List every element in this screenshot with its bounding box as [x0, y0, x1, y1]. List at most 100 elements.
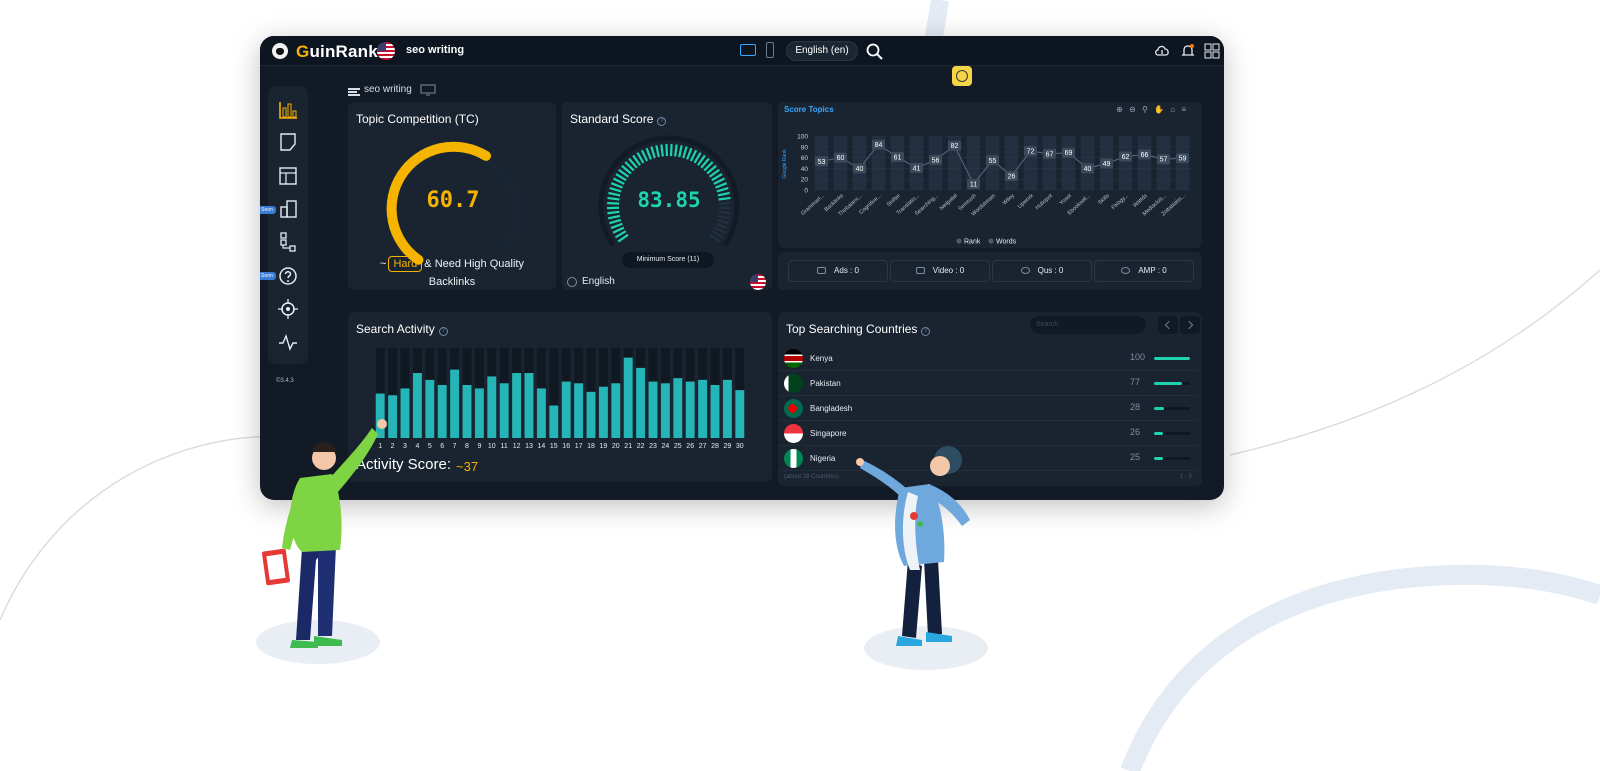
rank-data-label: 82: [951, 143, 959, 150]
us-flag-icon[interactable]: [377, 42, 395, 60]
rank-point[interactable]: [1176, 153, 1189, 164]
rank-point[interactable]: [929, 154, 942, 165]
rank-data-label: 59: [1179, 156, 1187, 163]
top-bar: GuinRank seo writing English (en): [260, 36, 1224, 66]
rank-point[interactable]: [1119, 151, 1132, 162]
activity-bar[interactable]: [673, 378, 683, 438]
rank-point[interactable]: [853, 163, 866, 174]
layout-table-icon[interactable]: [278, 166, 298, 186]
activity-bar[interactable]: [425, 379, 435, 438]
activity-bar[interactable]: [400, 388, 410, 438]
activity-bar[interactable]: [710, 384, 720, 438]
search-icon[interactable]: [864, 41, 886, 61]
activity-bar[interactable]: [598, 386, 608, 438]
activity-bar[interactable]: [375, 393, 385, 438]
activity-bar[interactable]: [462, 384, 472, 438]
bell-icon[interactable]: [1180, 43, 1196, 59]
activity-bar[interactable]: [524, 373, 534, 438]
rank-point[interactable]: [1138, 149, 1151, 160]
activity-bar[interactable]: [512, 373, 522, 438]
activity-bar[interactable]: [487, 376, 497, 438]
buildings-icon[interactable]: [278, 199, 298, 219]
rank-point[interactable]: [1024, 146, 1037, 157]
previous-page-button[interactable]: [1158, 316, 1178, 334]
day-label: 19: [600, 443, 608, 450]
apps-grid-icon[interactable]: [1204, 43, 1220, 59]
activity-bar[interactable]: [450, 369, 460, 438]
rank-point[interactable]: [986, 155, 999, 166]
rank-point[interactable]: [815, 156, 828, 167]
pulse-icon[interactable]: [278, 332, 298, 352]
help-icon[interactable]: ?: [921, 327, 931, 336]
country-row[interactable]: Bangladesh 28: [778, 396, 1198, 421]
activity-bar[interactable]: [586, 391, 596, 438]
day-label: 2: [391, 443, 395, 450]
rank-point[interactable]: [891, 152, 904, 163]
gauge-tick: [628, 157, 638, 169]
country-search-input[interactable]: Search: [1030, 316, 1146, 334]
day-label: 3: [403, 443, 407, 450]
activity-bar[interactable]: [388, 395, 398, 438]
bar-chart-icon[interactable]: [278, 100, 298, 120]
rank-point[interactable]: [1043, 148, 1056, 159]
rank-point[interactable]: [1100, 158, 1113, 169]
activity-bar[interactable]: [722, 379, 732, 438]
activity-bar[interactable]: [611, 383, 621, 438]
language-selector[interactable]: English (en): [786, 41, 858, 61]
chart-toolbar[interactable]: ⊕ ⊖ ⚲ ✋ ⌂ ≡: [1116, 105, 1188, 114]
mobile-device-icon[interactable]: [766, 42, 774, 58]
video-icon: [915, 267, 925, 274]
target-icon[interactable]: [278, 299, 298, 319]
activity-bar[interactable]: [636, 367, 646, 438]
day-label: 4: [415, 443, 419, 450]
legend-rank[interactable]: Rank: [964, 239, 981, 246]
activity-bar[interactable]: [685, 381, 695, 438]
rank-point[interactable]: [1062, 147, 1075, 158]
topic-competition-value: 60.7: [426, 188, 480, 213]
day-label: 14: [538, 443, 546, 450]
pie-chart-tab-icon[interactable]: [952, 66, 972, 86]
question-icon[interactable]: [278, 266, 298, 286]
country-row[interactable]: Nigeria 25: [778, 446, 1198, 471]
us-flag-icon: [750, 274, 766, 290]
rank-point[interactable]: [834, 152, 847, 163]
country-row[interactable]: Singapore 26: [778, 421, 1198, 446]
activity-bar[interactable]: [437, 384, 447, 438]
activity-bar[interactable]: [561, 381, 571, 438]
rank-point[interactable]: [948, 140, 961, 151]
country-row[interactable]: Kenya 100: [778, 346, 1198, 371]
rank-point[interactable]: [1157, 154, 1170, 165]
cloud-download-icon[interactable]: [1154, 43, 1170, 59]
country-name: Kenya: [810, 354, 833, 363]
rank-data-label: 67: [1046, 151, 1054, 158]
activity-bar[interactable]: [698, 379, 708, 438]
activity-bar[interactable]: [474, 388, 484, 438]
activity-bar[interactable]: [660, 383, 670, 438]
rank-point[interactable]: [872, 139, 885, 150]
rank-point[interactable]: [910, 162, 923, 173]
rank-point[interactable]: [967, 179, 980, 190]
rank-point[interactable]: [1005, 170, 1018, 181]
activity-bar[interactable]: [412, 373, 422, 438]
activity-bar[interactable]: [536, 388, 546, 438]
brand-name[interactable]: GuinRank: [296, 42, 378, 62]
rank-data-label: 69: [1065, 150, 1073, 157]
activity-bar[interactable]: [574, 383, 584, 438]
sitemap-icon[interactable]: [278, 232, 298, 252]
activity-bar[interactable]: [623, 357, 633, 438]
activity-bar[interactable]: [549, 405, 559, 438]
country-row[interactable]: Pakistan 77: [778, 371, 1198, 396]
activity-bar[interactable]: [735, 390, 745, 438]
man-with-clipboard-illustration: [262, 419, 387, 648]
activity-bar[interactable]: [499, 383, 509, 438]
next-page-button[interactable]: [1180, 316, 1200, 334]
country-value: 28: [1130, 402, 1141, 412]
help-icon[interactable]: ?: [438, 327, 448, 336]
help-icon[interactable]: ?: [657, 117, 667, 126]
document-icon[interactable]: [278, 132, 298, 152]
desktop-device-icon[interactable]: [740, 44, 756, 56]
legend-words[interactable]: Words: [996, 239, 1017, 246]
questions-count: Qus : 0: [1037, 266, 1064, 275]
rank-point[interactable]: [1081, 163, 1094, 174]
activity-bar[interactable]: [648, 381, 658, 438]
